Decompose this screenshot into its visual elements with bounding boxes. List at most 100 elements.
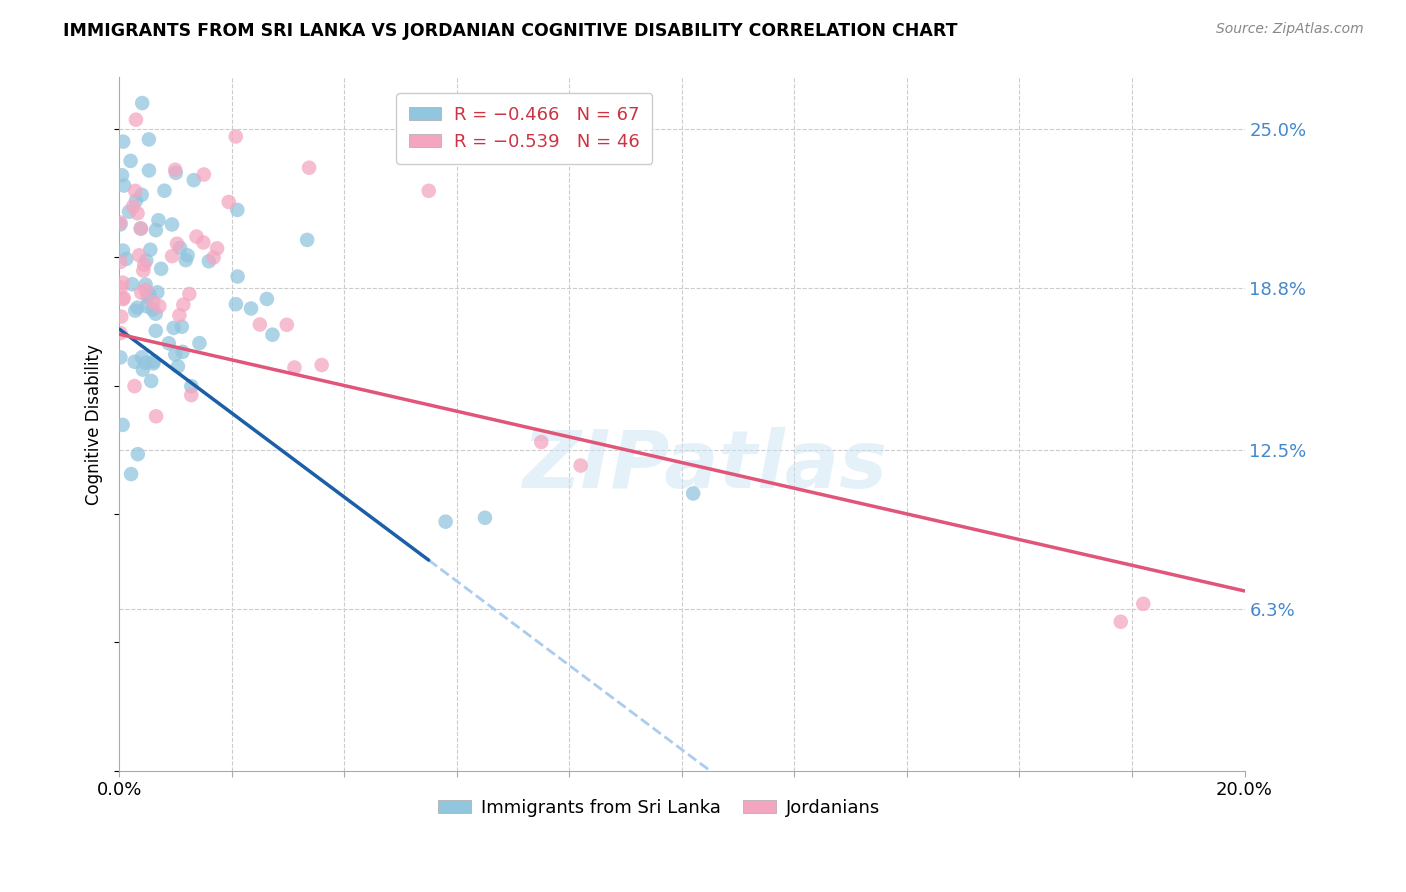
Point bbox=[1109, 615, 1132, 629]
Point bbox=[125, 194, 148, 208]
Point bbox=[142, 354, 165, 368]
Point bbox=[145, 223, 167, 237]
Point bbox=[124, 184, 146, 198]
Point bbox=[115, 252, 138, 266]
Point bbox=[129, 221, 152, 235]
Point bbox=[145, 324, 167, 338]
Point bbox=[150, 261, 173, 276]
Point bbox=[120, 467, 142, 481]
Text: IMMIGRANTS FROM SRI LANKA VS JORDANIAN COGNITIVE DISABILITY CORRELATION CHART: IMMIGRANTS FROM SRI LANKA VS JORDANIAN C… bbox=[63, 22, 957, 40]
Point bbox=[1132, 597, 1154, 611]
Point bbox=[138, 163, 160, 178]
Point bbox=[530, 435, 553, 450]
Point bbox=[295, 233, 318, 247]
Point bbox=[141, 302, 163, 317]
Point bbox=[434, 515, 457, 529]
Point bbox=[193, 168, 215, 182]
Point bbox=[135, 277, 157, 292]
Point bbox=[262, 327, 284, 342]
Legend: Immigrants from Sri Lanka, Jordanians: Immigrants from Sri Lanka, Jordanians bbox=[432, 791, 887, 824]
Point bbox=[110, 326, 132, 340]
Point bbox=[121, 277, 143, 292]
Point bbox=[153, 184, 176, 198]
Point bbox=[131, 285, 153, 300]
Point bbox=[218, 194, 240, 209]
Point bbox=[682, 486, 704, 500]
Point bbox=[170, 319, 193, 334]
Point bbox=[226, 202, 249, 217]
Point bbox=[276, 318, 298, 332]
Point bbox=[198, 254, 221, 268]
Point bbox=[569, 458, 592, 473]
Point bbox=[180, 379, 202, 393]
Point bbox=[135, 283, 157, 297]
Text: Source: ZipAtlas.com: Source: ZipAtlas.com bbox=[1216, 22, 1364, 37]
Point bbox=[160, 249, 183, 263]
Point bbox=[112, 291, 135, 305]
Point bbox=[418, 184, 440, 198]
Point bbox=[193, 235, 215, 250]
Point bbox=[165, 166, 187, 180]
Point bbox=[169, 308, 191, 322]
Point bbox=[172, 344, 194, 359]
Point bbox=[132, 263, 155, 277]
Point bbox=[127, 447, 149, 461]
Point bbox=[163, 321, 186, 335]
Point bbox=[139, 243, 162, 257]
Point bbox=[169, 241, 191, 255]
Point bbox=[124, 379, 146, 393]
Point bbox=[142, 295, 165, 310]
Point bbox=[183, 173, 205, 187]
Point bbox=[129, 221, 152, 235]
Point bbox=[124, 303, 146, 318]
Point bbox=[138, 132, 160, 146]
Point bbox=[110, 310, 132, 324]
Point bbox=[146, 285, 169, 300]
Point bbox=[118, 204, 141, 219]
Point bbox=[112, 178, 135, 193]
Point bbox=[202, 251, 225, 265]
Point bbox=[142, 356, 165, 370]
Point bbox=[148, 213, 170, 227]
Point bbox=[111, 417, 134, 432]
Y-axis label: Cognitive Disability: Cognitive Disability bbox=[86, 343, 103, 505]
Point bbox=[160, 218, 183, 232]
Point bbox=[157, 336, 180, 351]
Point bbox=[135, 253, 157, 268]
Point bbox=[111, 244, 134, 258]
Point bbox=[128, 248, 150, 262]
Point bbox=[205, 241, 228, 255]
Point bbox=[176, 248, 198, 262]
Point bbox=[186, 229, 208, 244]
Point bbox=[172, 298, 194, 312]
Point bbox=[256, 292, 278, 306]
Point bbox=[127, 301, 149, 315]
Point bbox=[131, 96, 153, 111]
Point bbox=[136, 290, 159, 304]
Text: ZIPatlas: ZIPatlas bbox=[522, 426, 887, 505]
Point bbox=[474, 510, 496, 524]
Point bbox=[179, 287, 201, 301]
Point bbox=[124, 355, 146, 369]
Point bbox=[225, 297, 247, 311]
Point bbox=[110, 351, 132, 365]
Point bbox=[131, 351, 153, 365]
Point bbox=[138, 287, 160, 301]
Point bbox=[120, 153, 142, 168]
Point bbox=[110, 280, 132, 294]
Point bbox=[225, 129, 247, 144]
Point bbox=[141, 374, 163, 388]
Point bbox=[135, 299, 157, 313]
Point bbox=[165, 162, 187, 177]
Point bbox=[110, 216, 132, 230]
Point bbox=[188, 336, 211, 351]
Point bbox=[167, 359, 190, 374]
Point bbox=[249, 318, 271, 332]
Point bbox=[110, 218, 132, 232]
Point bbox=[111, 276, 134, 290]
Point bbox=[131, 187, 153, 202]
Point bbox=[122, 200, 145, 214]
Point bbox=[311, 358, 333, 372]
Point bbox=[174, 253, 197, 268]
Point bbox=[125, 112, 148, 127]
